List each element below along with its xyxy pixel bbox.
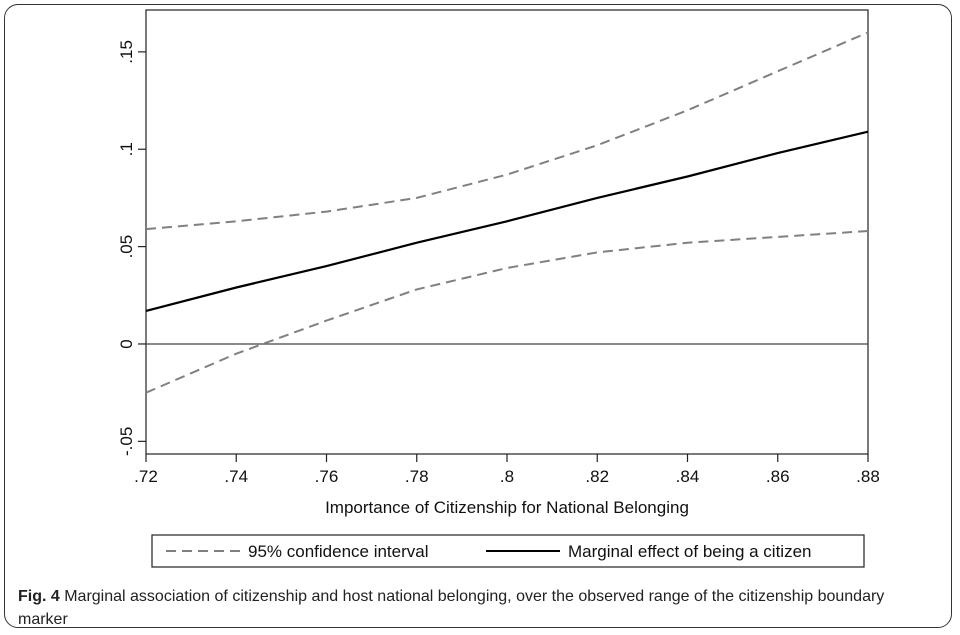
plot-area [145,9,869,455]
x-tick-label: .84 [676,467,700,486]
y-tick-label: .1 [117,142,136,156]
series-layer [145,31,869,394]
figure-caption-label: Fig. 4 [18,588,60,605]
legend-label: 95% confidence interval [248,542,429,561]
y-tick-label: .05 [117,235,136,259]
marginal-effect-line [145,130,869,312]
x-tick-label: .82 [585,467,609,486]
x-tick-label: .8 [500,467,514,486]
figure-caption: Fig. 4 Marginal association of citizensh… [18,585,928,631]
chart: -.05 0 .05 .1 .15 .72 .74 .76 .78 .8 .82 .84 .86 .88… [117,9,880,568]
legend: 95% confidence interval Marginal effect o… [151,534,865,568]
x-tick-label: .78 [405,467,429,486]
figure-frame [4,4,952,628]
x-tick-label: .74 [224,467,248,486]
x-tick-label: .76 [315,467,339,486]
y-tick-label: 0 [117,339,136,348]
legend-box [151,534,865,568]
confidence-interval-line [145,230,869,394]
x-tick-label: .88 [856,467,880,486]
y-tick-label: .15 [117,40,136,64]
y-axis: -.05 0 .05 .1 .15 [117,40,146,456]
plot-border [145,9,869,455]
x-axis-label: Importance of Citizenship for National B… [325,498,689,517]
confidence-interval-line [145,31,869,231]
y-tick-label: -.05 [117,427,136,456]
x-axis: .72 .74 .76 .78 .8 .82 .84 .86 .88 [134,454,880,486]
x-tick-label: .86 [766,467,790,486]
x-tick-label: .72 [134,467,158,486]
legend-label: Marginal effect of being a citizen [568,542,812,561]
figure-caption-text: Marginal association of citizenship and … [18,588,885,628]
